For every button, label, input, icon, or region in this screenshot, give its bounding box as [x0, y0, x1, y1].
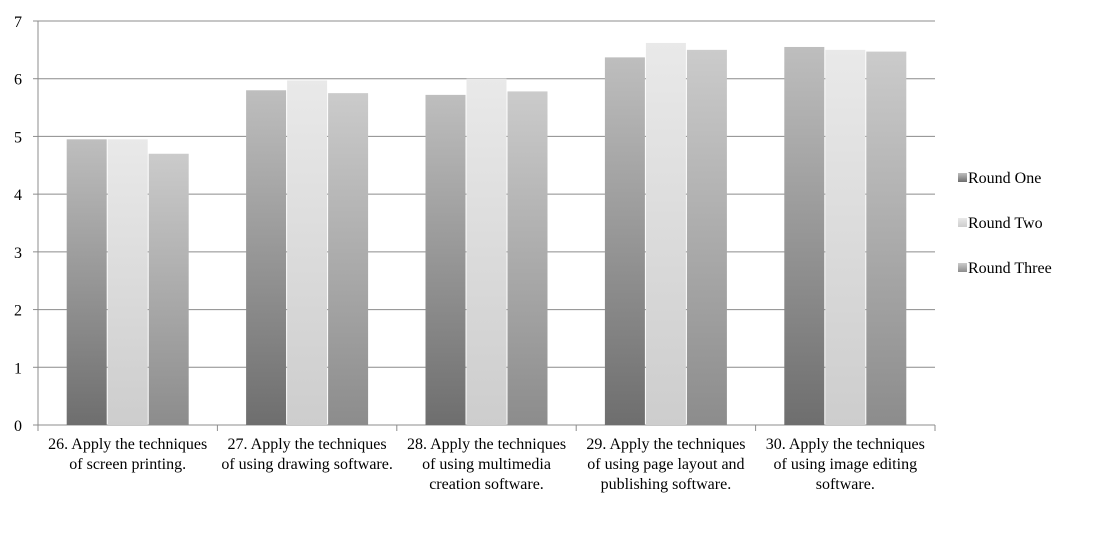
bar — [784, 46, 825, 425]
y-tick-label: 1 — [14, 360, 22, 377]
y-tick-label: 5 — [14, 129, 22, 146]
y-tick-label: 0 — [14, 418, 22, 435]
legend-swatch — [958, 263, 967, 272]
bar — [686, 49, 727, 425]
bar — [107, 139, 148, 426]
y-tick-label: 7 — [14, 14, 22, 31]
x-tick-label: 28. Apply the techniques of using multime… — [407, 436, 566, 493]
bar — [466, 78, 507, 425]
bar — [866, 51, 907, 426]
x-tick-label: 29. Apply the techniques of using page la… — [586, 436, 745, 493]
legend-label: Round One — [968, 170, 1041, 187]
bar — [507, 91, 548, 425]
bar — [825, 49, 866, 425]
x-tick-label: 26. Apply the techniques of screen printi… — [48, 436, 207, 473]
bar — [604, 57, 645, 426]
y-tick-label: 6 — [14, 72, 22, 89]
x-tick-label: 30. Apply the techniques of using image e… — [766, 436, 925, 493]
bar — [287, 80, 328, 426]
bar — [645, 42, 686, 425]
legend-swatch — [958, 173, 967, 182]
bar — [148, 153, 189, 425]
y-tick-label: 4 — [14, 187, 22, 204]
x-tick-label: 27. Apply the techniques of using drawing… — [221, 436, 393, 473]
bar — [328, 93, 369, 426]
bar — [246, 90, 287, 425]
legend-swatch — [958, 218, 967, 227]
legend-label: Round Three — [968, 260, 1052, 277]
bar — [425, 94, 466, 426]
y-tick-label: 3 — [14, 245, 22, 262]
y-tick-label: 2 — [14, 303, 22, 320]
bar — [66, 139, 107, 426]
legend-label: Round Two — [968, 215, 1043, 232]
